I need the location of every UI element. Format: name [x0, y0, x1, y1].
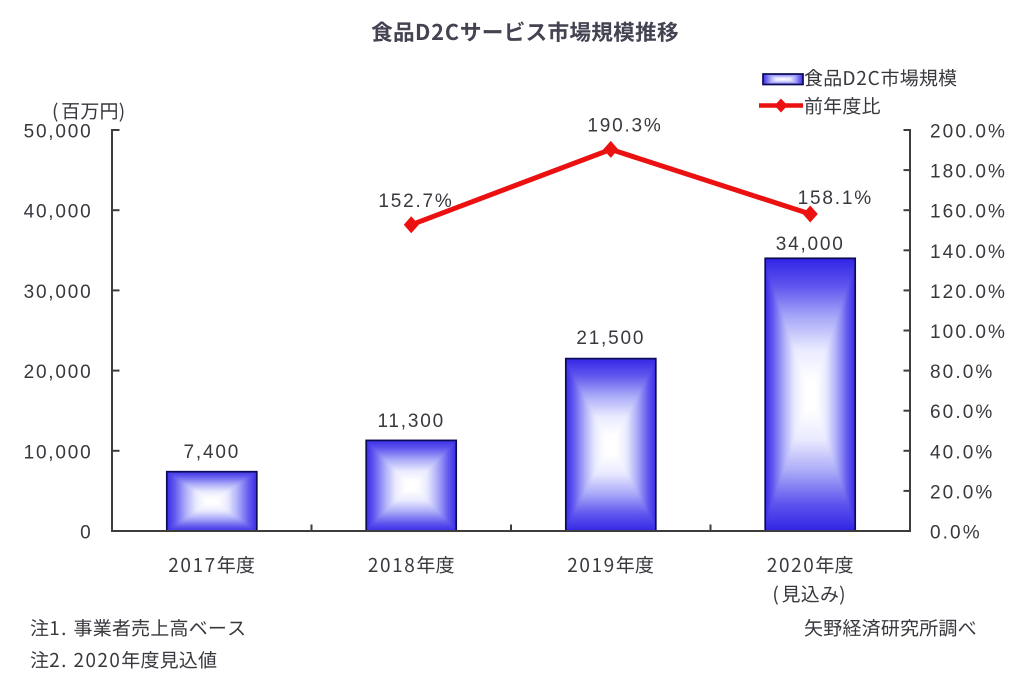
svg-text:20.0%: 20.0%	[930, 482, 994, 503]
svg-text:0: 0	[80, 523, 92, 544]
svg-text:30,000: 30,000	[24, 282, 93, 303]
svg-text:158.1%: 158.1%	[798, 188, 873, 209]
svg-text:60.0%: 60.0%	[930, 402, 994, 423]
svg-text:100.0%: 100.0%	[930, 322, 1007, 343]
svg-text:20,000: 20,000	[24, 362, 93, 383]
svg-text:120.0%: 120.0%	[930, 282, 1007, 303]
svg-text:180.0%: 180.0%	[930, 162, 1007, 183]
svg-text:50,000: 50,000	[24, 122, 93, 143]
svg-text:40,000: 40,000	[24, 202, 93, 223]
svg-text:0.0%: 0.0%	[930, 523, 982, 544]
svg-text:152.7%: 152.7%	[378, 191, 453, 212]
svg-text:40.0%: 40.0%	[930, 442, 994, 463]
svg-text:80.0%: 80.0%	[930, 362, 994, 383]
svg-text:34,000: 34,000	[776, 234, 845, 255]
svg-text:190.3%: 190.3%	[587, 116, 662, 137]
svg-text:160.0%: 160.0%	[930, 202, 1007, 223]
svg-text:21,500: 21,500	[576, 328, 645, 349]
svg-text:140.0%: 140.0%	[930, 242, 1007, 263]
svg-text:10,000: 10,000	[24, 442, 93, 463]
svg-text:200.0%: 200.0%	[930, 122, 1007, 143]
svg-text:11,300: 11,300	[377, 411, 445, 432]
svg-text:7,400: 7,400	[184, 442, 241, 463]
